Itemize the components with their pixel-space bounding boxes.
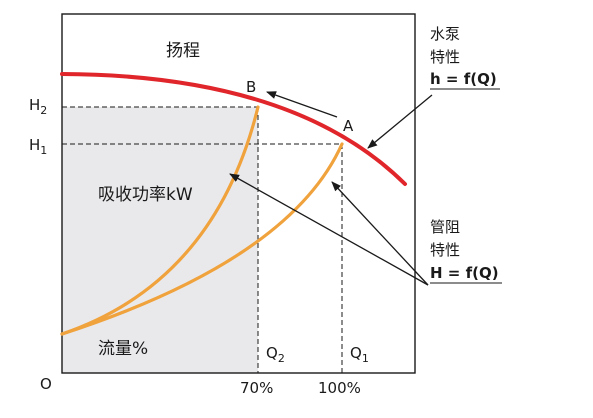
power-label: 吸收功率kW (98, 185, 193, 205)
pump-curve (60, 72, 407, 186)
system-annotation-line2: 特性 (430, 241, 460, 259)
head-label: 扬程 (166, 41, 200, 61)
x-percent-70: 70% (240, 379, 273, 397)
y-tick-h1: H1 (29, 136, 47, 157)
y-tick-h2: H2 (29, 96, 47, 117)
y-tick-h1-sub: 1 (40, 144, 47, 157)
pump-annotation-formula: h = f(Q) (430, 70, 497, 88)
pump-annotation-line1: 水泵 (430, 25, 460, 43)
x-tick-q1-main: Q (350, 344, 362, 362)
shaded-power-region (62, 107, 258, 373)
origin-label: O (40, 375, 52, 393)
operating-point-shift-arrow (266, 91, 338, 118)
x-tick-q1-sub: 1 (362, 352, 369, 365)
system-annotation-pointer-2 (229, 173, 429, 286)
x-tick-q1: Q1 (350, 344, 369, 365)
flow-label: 流量% (98, 339, 148, 359)
y-tick-h1-main: H (29, 136, 40, 154)
x-tick-q2-main: Q (266, 344, 278, 362)
system-curve-throttled (60, 105, 260, 336)
point-b-label: B (246, 78, 256, 96)
x-percent-100: 100% (318, 379, 361, 397)
point-a-label: A (343, 117, 354, 135)
x-tick-q2: Q2 (266, 344, 285, 365)
system-annotation-pointer-1 (331, 181, 429, 286)
system-annotation-formula: H = f(Q) (430, 264, 499, 282)
x-tick-q2-sub: 2 (278, 352, 285, 365)
y-tick-h2-sub: 2 (40, 104, 47, 117)
pump-annotation-line2: 特性 (430, 48, 460, 66)
pump-annotation-pointer (367, 94, 433, 149)
system-curve-full-open (60, 142, 344, 336)
plot-frame (61, 13, 416, 374)
y-tick-h2-main: H (29, 96, 40, 114)
system-annotation-line1: 管阻 (430, 218, 460, 236)
